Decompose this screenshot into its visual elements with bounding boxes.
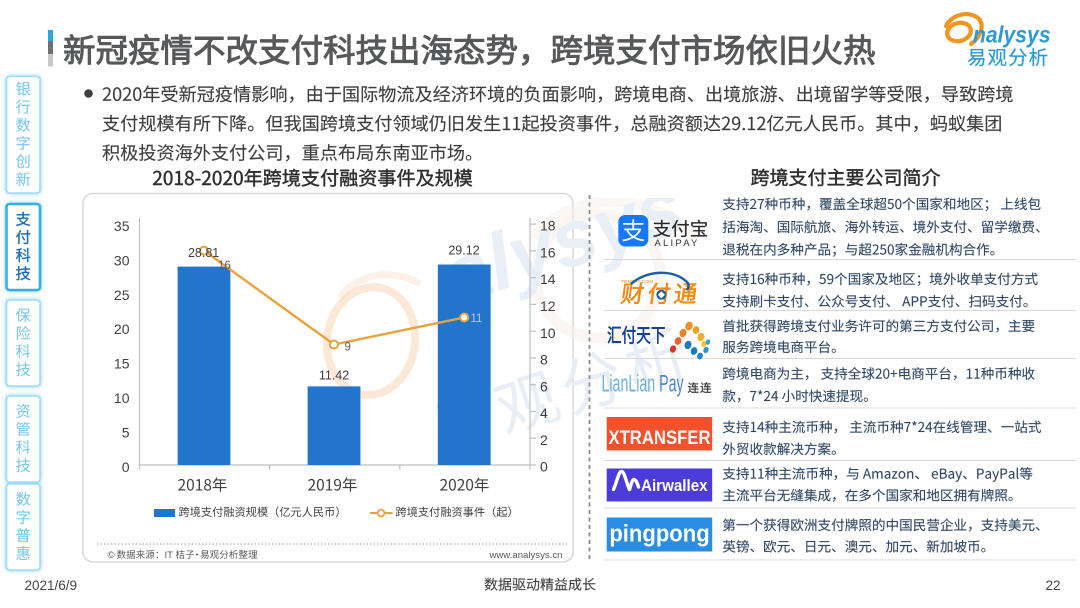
svg-text:11.42: 11.42 bbox=[319, 369, 349, 383]
svg-text:16: 16 bbox=[218, 260, 231, 272]
svg-text:11: 11 bbox=[471, 313, 483, 325]
svg-text:0: 0 bbox=[540, 459, 548, 475]
svg-text:30: 30 bbox=[114, 252, 130, 268]
svg-text:IT: IT bbox=[165, 550, 174, 561]
svg-text:pingpong: pingpong bbox=[609, 519, 709, 546]
svg-text:6: 6 bbox=[540, 378, 548, 394]
svg-text:www.analysys.cn: www.analysys.cn bbox=[488, 550, 562, 561]
svg-text:LianLian Pay: LianLian Pay bbox=[602, 371, 684, 398]
svg-text:2021/6/9: 2021/6/9 bbox=[25, 578, 78, 593]
svg-text:28.81: 28.81 bbox=[188, 246, 219, 260]
svg-text:22: 22 bbox=[1046, 578, 1061, 593]
svg-text:ALIPAY: ALIPAY bbox=[655, 238, 700, 249]
svg-text:10: 10 bbox=[114, 390, 130, 406]
svg-text:5: 5 bbox=[122, 425, 130, 441]
svg-text:2: 2 bbox=[540, 432, 548, 448]
svg-text:29.12: 29.12 bbox=[448, 244, 479, 258]
svg-text:15: 15 bbox=[114, 356, 130, 372]
svg-text:nalysys: nalysys bbox=[973, 22, 1051, 48]
svg-text:35: 35 bbox=[114, 218, 130, 234]
svg-text:12: 12 bbox=[540, 298, 556, 314]
svg-text:TENPAY.COM: TENPAY.COM bbox=[621, 279, 653, 285]
svg-text:Airwallex: Airwallex bbox=[641, 477, 708, 495]
svg-text:9: 9 bbox=[345, 342, 351, 354]
svg-text:14: 14 bbox=[540, 271, 556, 287]
svg-text:XTRANSFER: XTRANSFER bbox=[608, 427, 710, 448]
svg-text:8: 8 bbox=[540, 352, 548, 368]
svg-text:20: 20 bbox=[114, 321, 130, 337]
svg-text:25: 25 bbox=[114, 287, 130, 303]
svg-text:18: 18 bbox=[540, 218, 556, 234]
svg-text:16: 16 bbox=[540, 245, 556, 261]
svg-text:4: 4 bbox=[540, 405, 548, 421]
svg-text:0: 0 bbox=[122, 459, 130, 475]
svg-text:10: 10 bbox=[540, 325, 556, 341]
svg-text:©: © bbox=[108, 550, 115, 561]
